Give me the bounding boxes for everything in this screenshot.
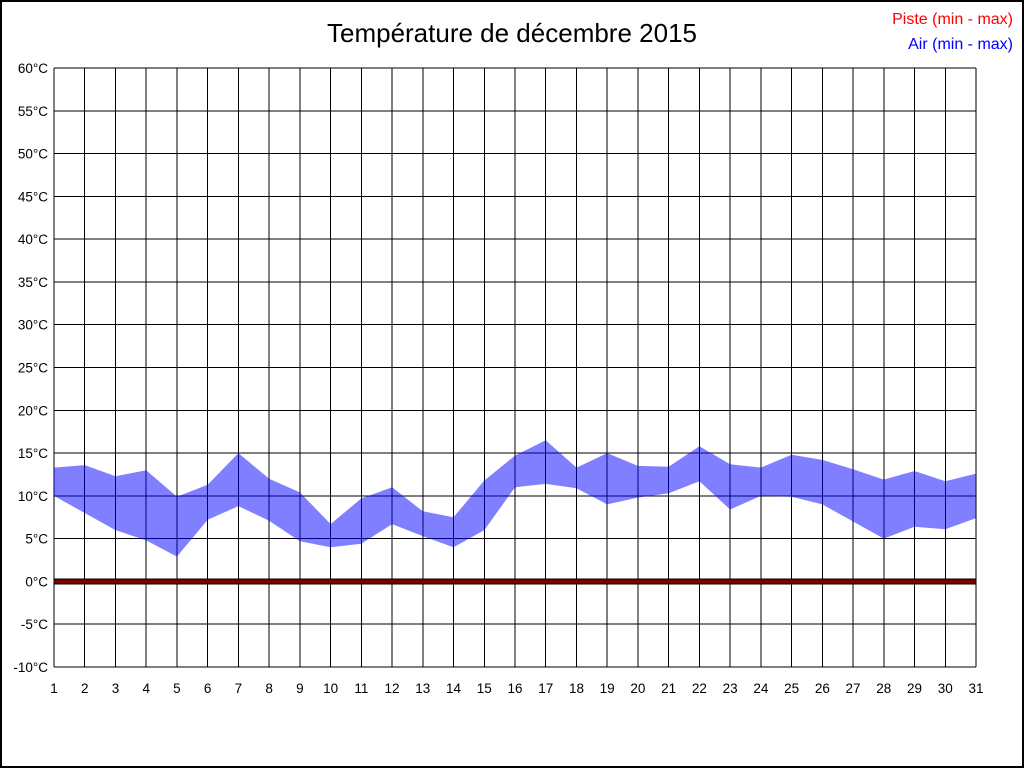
legend: Piste (min - max) Air (min - max) [892, 7, 1013, 57]
x-tick-label: 15 [477, 681, 492, 696]
x-tick-label: 23 [723, 681, 738, 696]
x-tick-label: 26 [815, 681, 830, 696]
x-tick-label: 8 [265, 681, 273, 696]
x-tick-label: 31 [968, 681, 983, 696]
y-tick-label: -10°C [13, 660, 48, 675]
x-tick-label: 19 [600, 681, 615, 696]
y-tick-label: -5°C [21, 617, 48, 632]
y-tick-label: 40°C [18, 232, 48, 247]
chart-title: Température de décembre 2015 [326, 18, 697, 48]
x-tick-label: 28 [876, 681, 891, 696]
x-axis-labels: 1 2 3 4 5 6 7 8 9 10 11 12 13 14 15 16 17 18 19 20 21 22 23 24 2… [50, 681, 983, 696]
y-tick-label: 60°C [18, 61, 48, 76]
y-tick-label: 0°C [25, 574, 48, 589]
legend-air-label: Air (min - max) [908, 36, 1013, 53]
y-tick-label: 50°C [18, 147, 48, 162]
piste-minmax-band [53, 578, 977, 585]
x-tick-label: 16 [507, 681, 522, 696]
grid [53, 67, 977, 668]
x-tick-label: 2 [81, 681, 89, 696]
legend-piste-label: Piste (min - max) [892, 11, 1013, 28]
x-tick-label: 6 [204, 681, 212, 696]
x-tick-label: 22 [692, 681, 707, 696]
x-tick-label: 7 [235, 681, 243, 696]
x-tick-label: 14 [446, 681, 462, 696]
x-tick-label: 3 [112, 681, 120, 696]
y-tick-label: 25°C [18, 361, 48, 376]
x-tick-label: 12 [385, 681, 400, 696]
y-tick-label: 15°C [18, 446, 48, 461]
x-tick-label: 29 [907, 681, 922, 696]
x-tick-label: 24 [753, 681, 769, 696]
x-tick-label: 9 [296, 681, 304, 696]
piste-band [53, 578, 977, 585]
x-tick-label: 5 [173, 681, 181, 696]
x-tick-label: 25 [784, 681, 799, 696]
y-tick-label: 10°C [18, 489, 48, 504]
x-tick-label: 18 [569, 681, 584, 696]
x-tick-label: 17 [538, 681, 553, 696]
x-tick-label: 27 [846, 681, 861, 696]
x-tick-label: 1 [50, 681, 58, 696]
air-band [54, 440, 976, 557]
y-axis-labels: 60°C 55°C 50°C 45°C 40°C 35°C 30°C 25°C 20°C 15°C… [13, 61, 48, 675]
y-tick-label: 30°C [18, 318, 48, 333]
y-tick-label: 45°C [18, 189, 48, 204]
air-minmax-band [54, 440, 976, 557]
x-tick-label: 10 [323, 681, 338, 696]
y-tick-label: 5°C [25, 532, 48, 547]
y-tick-label: 35°C [18, 275, 48, 290]
x-tick-label: 30 [938, 681, 953, 696]
x-tick-label: 4 [142, 681, 150, 696]
x-tick-label: 13 [415, 681, 430, 696]
x-tick-label: 11 [354, 681, 368, 696]
x-tick-label: 21 [661, 681, 676, 696]
x-tick-label: 20 [630, 681, 645, 696]
y-tick-label: 55°C [18, 104, 48, 119]
y-tick-label: 20°C [18, 403, 48, 418]
